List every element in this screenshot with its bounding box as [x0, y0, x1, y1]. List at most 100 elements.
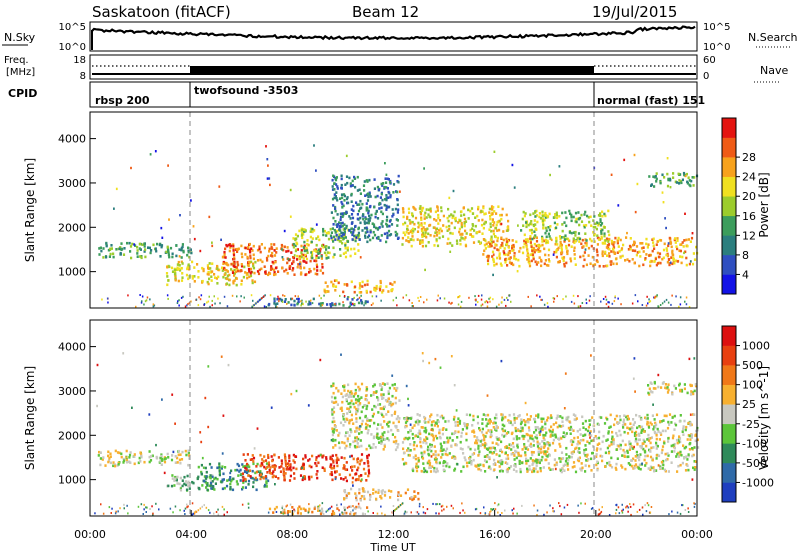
- echo-cell: [654, 295, 657, 298]
- echo-cell: [423, 214, 426, 217]
- echo-cell: [143, 460, 146, 464]
- echo-cell: [417, 435, 420, 438]
- echo-cell: [283, 300, 287, 303]
- echo-cell: [573, 246, 576, 250]
- echo-cell: [224, 466, 227, 469]
- echo-cell: [382, 182, 385, 185]
- echo-cell: [670, 256, 673, 259]
- echo-cell: [421, 209, 424, 213]
- echo-cell: [345, 197, 349, 201]
- echo-cell: [237, 247, 240, 251]
- echo-cell: [305, 246, 308, 250]
- echo-cell: [485, 300, 488, 303]
- echo-cell: [376, 432, 379, 436]
- echo-cell: [521, 217, 524, 221]
- echo-cell: [477, 438, 480, 442]
- echo-cell: [355, 201, 358, 204]
- echo-cell: [435, 238, 438, 241]
- echo-cell: [534, 260, 537, 264]
- echo-cell: [287, 467, 290, 471]
- echo-cell: [609, 263, 612, 266]
- echo-cell: [680, 261, 683, 265]
- echo-cell: [370, 213, 373, 217]
- echo-cell: [474, 224, 477, 228]
- echo-cell: [506, 229, 509, 232]
- echo-cell: [424, 211, 427, 215]
- echo-cell: [525, 420, 528, 423]
- echo-cell: [169, 246, 173, 250]
- echo-cell: [178, 458, 181, 462]
- echo-cell: [677, 464, 680, 468]
- echo-cell: [485, 424, 488, 428]
- echo-cell: [505, 446, 508, 449]
- echo-cell: [616, 434, 619, 438]
- echo-cell: [432, 437, 435, 440]
- echo-cell: [683, 419, 686, 423]
- colorbar-tick-label: 24: [742, 171, 756, 184]
- echo-cell: [160, 463, 163, 466]
- echo-cell: [274, 266, 278, 270]
- echo-cell: [358, 286, 361, 290]
- echo-cell: [357, 301, 361, 305]
- echo-cell: [160, 454, 163, 458]
- echo-cell: [529, 442, 532, 446]
- echo-cell: [351, 476, 354, 480]
- echo-cell: [366, 461, 370, 465]
- echo-cell: [309, 230, 312, 233]
- echo-cell: [256, 248, 260, 252]
- echo-cell: [520, 229, 523, 232]
- echo-cell: [268, 177, 271, 180]
- echo-cell: [535, 214, 539, 217]
- echo-cell: [128, 453, 132, 457]
- echo-cell: [426, 448, 430, 452]
- echo-cell: [266, 471, 269, 474]
- echo-cell: [661, 382, 664, 385]
- echo-cell: [524, 238, 528, 241]
- echo-cell: [362, 487, 365, 491]
- echo-cell: [577, 217, 580, 221]
- echo-cell: [496, 221, 499, 224]
- echo-cell: [554, 449, 557, 452]
- echo-cell: [383, 420, 386, 423]
- echo-cell: [602, 434, 605, 438]
- echo-cell: [209, 267, 212, 270]
- echo-cell: [653, 260, 656, 263]
- echo-cell: [344, 236, 347, 239]
- echo-cell: [569, 425, 573, 429]
- echo-cell: [448, 196, 451, 200]
- echo-cell: [675, 438, 679, 442]
- echo-cell: [649, 421, 652, 425]
- echo-cell: [483, 212, 486, 216]
- echo-cell: [676, 260, 679, 263]
- echo-cell: [268, 250, 271, 253]
- echo-cell: [471, 430, 474, 433]
- echo-cell: [218, 469, 221, 473]
- echo-cell: [280, 511, 282, 514]
- echo-cell: [340, 503, 342, 506]
- echo-cell: [612, 262, 615, 266]
- echo-cell: [359, 402, 362, 405]
- echo-cell: [407, 240, 410, 243]
- echo-cell: [397, 180, 400, 184]
- echo-cell: [109, 252, 112, 256]
- echo-cell: [285, 464, 288, 468]
- echo-cell: [656, 262, 659, 265]
- echo-cell: [479, 241, 482, 245]
- echo-cell: [388, 181, 392, 184]
- echo-cell: [240, 473, 243, 476]
- echo-cell: [392, 183, 396, 186]
- echo-cell: [582, 426, 585, 429]
- echo-cell: [624, 259, 627, 262]
- echo-cell: [379, 423, 382, 426]
- echo-cell: [404, 221, 407, 225]
- echo-cell: [408, 299, 411, 302]
- echo-cell: [415, 462, 418, 466]
- echo-cell: [394, 448, 398, 452]
- echo-cell: [534, 467, 537, 470]
- echo-cell: [442, 427, 445, 430]
- echo-cell: [660, 386, 663, 389]
- echo-cell: [655, 469, 658, 472]
- echo-cell: [548, 466, 551, 470]
- echo-cell: [577, 440, 580, 443]
- echo-cell: [108, 506, 111, 509]
